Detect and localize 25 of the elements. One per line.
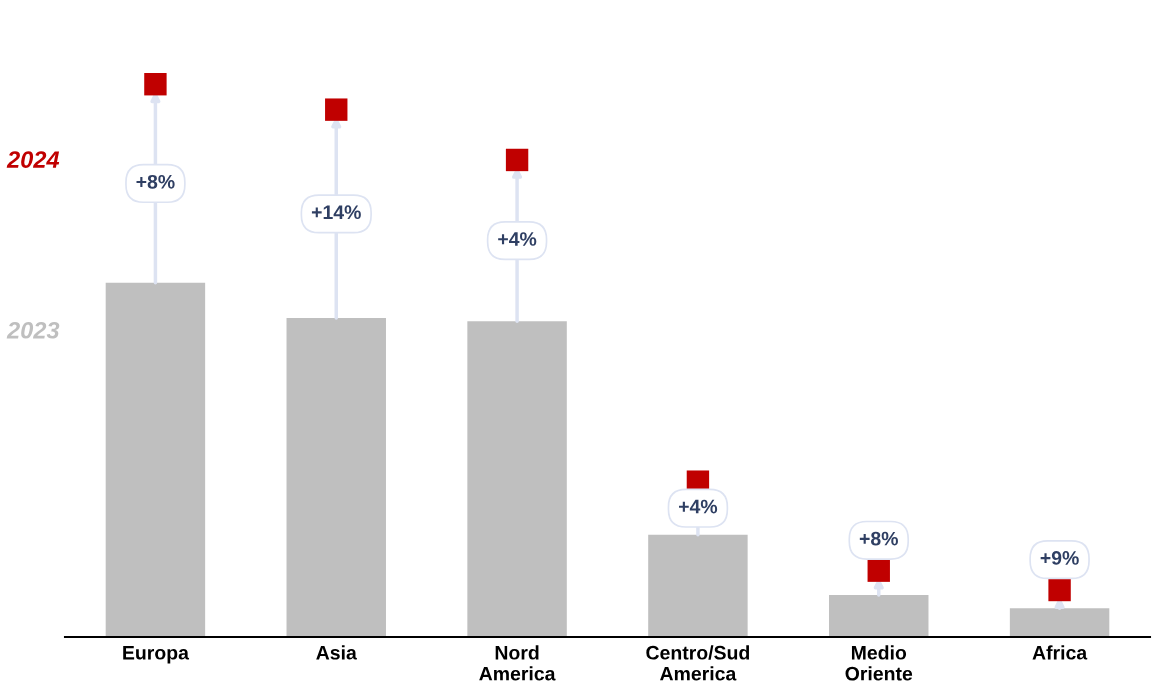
annotation: +4% xyxy=(679,499,718,514)
point xyxy=(325,98,348,121)
x-tick-label: Medio Oriente xyxy=(845,645,913,681)
bar xyxy=(829,594,929,637)
annotation: +9% xyxy=(1040,551,1079,565)
annotation: +8% xyxy=(136,174,175,189)
bar xyxy=(286,318,386,637)
bar xyxy=(105,282,206,637)
x-tick-label: Europa xyxy=(123,646,190,664)
x-tick-label: Centro/Sud America xyxy=(646,645,750,681)
point xyxy=(867,559,890,582)
point xyxy=(505,148,529,172)
x-tick-label: Nord America xyxy=(479,645,556,681)
annotation: +8% xyxy=(859,531,898,546)
annotation: +14% xyxy=(311,205,361,220)
text: 2024 xyxy=(6,151,60,168)
bar xyxy=(648,534,748,637)
point xyxy=(144,73,167,96)
x-tick-label: Asia xyxy=(316,645,357,660)
series-label: 2023 xyxy=(6,321,60,339)
bar xyxy=(467,321,567,637)
bar xyxy=(1009,608,1110,637)
point xyxy=(1048,578,1071,602)
x-tick-label: Africa xyxy=(1032,645,1088,660)
annotation: +4% xyxy=(498,232,537,246)
